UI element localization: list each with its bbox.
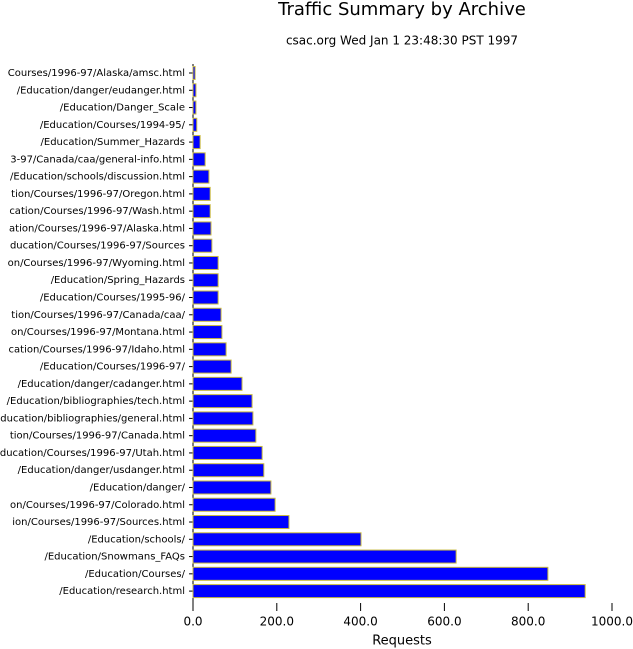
y-tick-label: Courses/1996-97/Alaska/amsc.html	[8, 68, 185, 79]
y-tick-label: ion/Courses/1996-97/Sources.html	[12, 517, 185, 528]
y-tick-label: /Education/Spring_Hazards	[51, 275, 185, 286]
y-tick-label: /Education/Summer_Hazards	[41, 137, 185, 148]
x-tick-label: 0.0	[183, 615, 202, 629]
bar	[192, 566, 549, 581]
y-tick-label: cation/Courses/1996-97/Idaho.html	[9, 344, 185, 355]
bar	[192, 411, 254, 426]
x-tick-label: 1000.0	[591, 615, 633, 629]
x-axis-label: Requests	[372, 634, 432, 649]
y-tick-label: ducation/bibliographies/general.html	[0, 413, 185, 424]
bar	[192, 325, 223, 340]
bar	[192, 204, 211, 219]
bar	[192, 135, 201, 150]
bar	[192, 290, 219, 305]
y-tick-label: on/Courses/1996-97/Colorado.html	[10, 500, 185, 511]
bar	[192, 584, 586, 599]
y-tick-label: cation/Courses/1996-97/Wash.html	[9, 206, 185, 217]
x-tick-label: 200.0	[260, 615, 294, 629]
chart-subtitle: csac.org Wed Jan 1 23:48:30 PST 1997	[286, 34, 518, 48]
y-tick-label: /Education/danger/usdanger.html	[18, 465, 185, 476]
x-tick-label: 400.0	[343, 615, 377, 629]
bar	[192, 463, 265, 478]
bar	[192, 549, 457, 564]
bar	[192, 532, 362, 547]
x-tick-label: 600.0	[427, 615, 461, 629]
bar	[192, 376, 243, 391]
bar	[192, 497, 276, 512]
bar	[192, 255, 219, 270]
x-tick-label: 800.0	[511, 615, 545, 629]
bar	[192, 152, 206, 167]
y-tick-label: tion/Courses/1996-97/Oregon.html	[11, 189, 185, 200]
bar	[192, 307, 222, 322]
y-tick-label: /Education/Danger_Scale	[60, 103, 185, 114]
y-tick-label: ducation/Courses/1996-97/Utah.html	[0, 448, 185, 459]
y-tick-label: /Education/schools/	[88, 534, 186, 545]
y-tick-label: /Education/Courses/1995-96/	[40, 293, 186, 304]
y-tick-label: ducation/Courses/1996-97/Sources	[10, 241, 185, 252]
y-tick-label: on/Courses/1996-97/Wyoming.html	[8, 258, 185, 269]
y-tick-label: ation/Courses/1996-97/Alaska.html	[9, 223, 185, 234]
y-tick-label: /Education/danger/	[90, 482, 186, 493]
bar	[192, 83, 197, 98]
bar	[192, 428, 257, 443]
chart-title: Traffic Summary by Archive	[277, 0, 526, 20]
y-tick-label: /Education/Courses/1996-97/	[40, 362, 186, 373]
bar	[192, 117, 198, 132]
bar	[192, 238, 213, 253]
y-tick-label: /Education/danger/cadanger.html	[18, 379, 185, 390]
y-tick-label: 3-97/Canada/caa/general-info.html	[10, 154, 185, 165]
bar	[192, 445, 263, 460]
y-tick-label: /Education/bibliographies/tech.html	[7, 396, 185, 407]
bar	[192, 394, 253, 409]
bar	[192, 186, 211, 201]
bar	[192, 515, 290, 530]
y-tick-label: /Education/Snowmans_FAQs	[44, 552, 185, 563]
y-tick-label: /Education/danger/eudanger.html	[17, 85, 185, 96]
bar	[192, 342, 227, 357]
y-tick-label: /Education/research.html	[59, 586, 185, 597]
bar	[192, 66, 196, 80]
bar	[192, 273, 219, 288]
bar	[192, 169, 210, 184]
y-tick-label: tion/Courses/1996-97/Canada.html	[10, 431, 185, 442]
y-tick-label: on/Courses/1996-97/Montana.html	[11, 327, 185, 338]
bar	[192, 100, 197, 115]
y-tick-label: /Education/schools/discussion.html	[10, 172, 185, 183]
bar	[192, 221, 212, 236]
bar	[192, 359, 232, 374]
y-tick-label: tion/Courses/1996-97/Canada/caa/	[11, 310, 185, 321]
bar	[192, 480, 272, 495]
y-tick-label: /Education/Courses/1994-95/	[40, 120, 186, 131]
y-tick-label: /Education/Courses/	[85, 569, 186, 580]
